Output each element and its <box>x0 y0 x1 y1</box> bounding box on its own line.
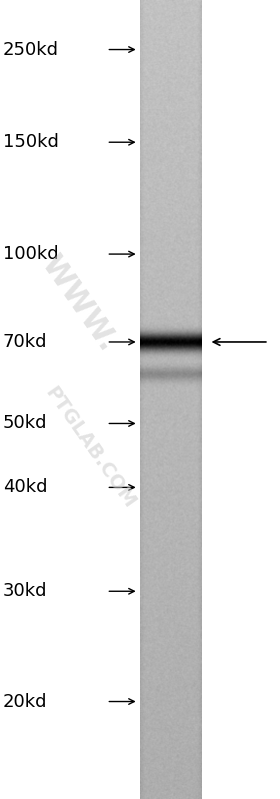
Text: 150kd: 150kd <box>3 133 59 151</box>
Text: 20kd: 20kd <box>3 693 47 710</box>
Text: WWW.: WWW. <box>35 250 122 357</box>
Text: 50kd: 50kd <box>3 415 47 432</box>
Text: 250kd: 250kd <box>3 41 59 58</box>
Text: 100kd: 100kd <box>3 245 59 263</box>
Text: 70kd: 70kd <box>3 333 47 351</box>
Text: PTGLAB.COM: PTGLAB.COM <box>41 384 139 511</box>
Text: 30kd: 30kd <box>3 582 47 600</box>
Text: 40kd: 40kd <box>3 479 47 496</box>
